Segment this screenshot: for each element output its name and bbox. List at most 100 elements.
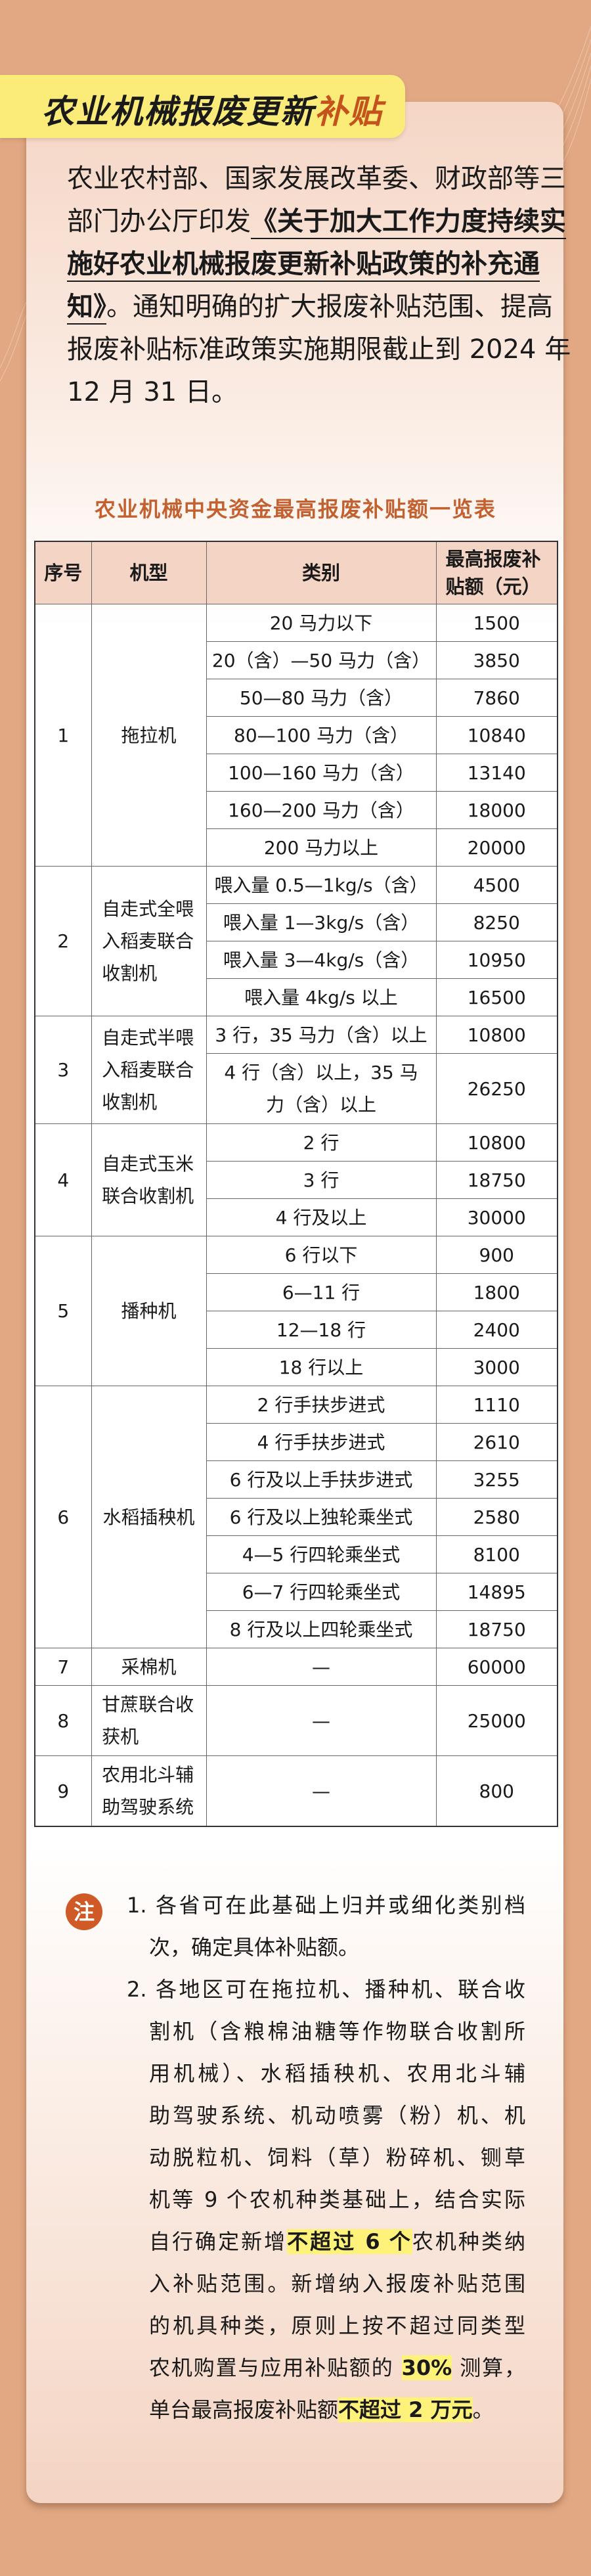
intro-line: 12 月 31 日。 bbox=[67, 371, 525, 414]
row-number: 8 bbox=[34, 1685, 92, 1756]
table-row: 6—7 行四轮乘坐式 14895 bbox=[35, 1573, 558, 1611]
amount-cell: 10800 bbox=[435, 1016, 558, 1054]
header-category: 类别 bbox=[206, 541, 437, 604]
table-row: 3 行 18750 bbox=[35, 1161, 558, 1199]
intro-line: 知》。通知明确的扩大报废补贴范围、提高 bbox=[67, 286, 553, 328]
table-row: 8 行及以上四轮乘坐式 18750 bbox=[35, 1610, 558, 1648]
amount-cell: 3850 bbox=[435, 641, 558, 679]
note-line: 次，确定具体补贴额。 bbox=[149, 1926, 525, 1968]
highlighted-text: 30% bbox=[401, 2355, 452, 2380]
table-header-row: 序号 机型 类别 最高报废补贴额（元） bbox=[34, 541, 558, 604]
text-segment: 2. 各地区可在拖拉机、播种机、联合收 bbox=[127, 1977, 525, 2002]
table-row: 喂入量 4kg/s 以上 16500 bbox=[35, 978, 558, 1016]
header-amount: 最高报废补贴额（元） bbox=[435, 541, 558, 604]
category-cell: 6 行以下 bbox=[206, 1236, 437, 1274]
note-line: 机等 9 个农机种类基础上，结合实际 bbox=[149, 2179, 525, 2221]
machine-name: 拖拉机 bbox=[121, 724, 177, 746]
amount-cell: 20000 bbox=[435, 828, 558, 867]
amount-cell: 14895 bbox=[435, 1573, 558, 1611]
machine-name: 自走式玉米联合收割机 bbox=[102, 1153, 194, 1207]
amount-cell: 10840 bbox=[435, 716, 558, 754]
category-cell: 喂入量 1—3kg/s（含） bbox=[206, 903, 437, 941]
category-cell: 喂入量 3—4kg/s（含） bbox=[206, 941, 437, 979]
category-cell: 20 马力以下 bbox=[206, 604, 437, 642]
row-number: 9 bbox=[34, 1755, 92, 1827]
amount-cell: 1110 bbox=[435, 1386, 558, 1424]
table-row: 100—160 马力（含） 13140 bbox=[35, 754, 558, 792]
category-cell: — bbox=[206, 1685, 437, 1756]
table-row: 喂入量 1—3kg/s（含） 8250 bbox=[35, 903, 558, 941]
note-line: 1. 各省可在此基础上归并或细化类别档 bbox=[127, 1884, 525, 1926]
title-main: 农业机械报废更新 bbox=[41, 93, 315, 131]
amount-cell: 1800 bbox=[435, 1273, 558, 1311]
table-row: 8 甘蔗联合收获机 —25000 bbox=[34, 1685, 558, 1756]
text-segment: 入补贴范围。新增纳入报废补贴范围 bbox=[149, 2271, 525, 2296]
category-cell: 喂入量 4kg/s 以上 bbox=[206, 978, 437, 1016]
note-line: 入补贴范围。新增纳入报废补贴范围 bbox=[149, 2263, 525, 2305]
amount-cell: 30000 bbox=[435, 1198, 558, 1236]
page-title: 农业机械报废更新补贴 bbox=[41, 85, 383, 133]
notes-list: 1. 各省可在此基础上归并或细化类别档 次，确定具体补贴额。 2. 各地区可在拖拉机… bbox=[127, 1884, 525, 2431]
note-badge: 注 bbox=[66, 1893, 102, 1930]
category-cell: 50—80 马力（含） bbox=[206, 679, 437, 717]
text-segment: 机等 9 个农机种类基础上，结合实际 bbox=[149, 2187, 525, 2212]
amount-cell: 10800 bbox=[435, 1123, 558, 1162]
amount-cell: 18750 bbox=[435, 1161, 558, 1199]
text-segment: 动脱粒机、饲料（草）粉碎机、铡草 bbox=[149, 2145, 525, 2170]
intro-line: 部门办公厅印发《关于加大工作力度持续实 bbox=[67, 200, 566, 243]
category-cell: 8 行及以上四轮乘坐式 bbox=[206, 1610, 437, 1648]
machine-cell: 播种机 bbox=[91, 1236, 207, 1386]
amount-cell: 2400 bbox=[435, 1311, 558, 1349]
category-cell: 4 行及以上 bbox=[206, 1198, 437, 1236]
table-row: 喂入量 3—4kg/s（含） 10950 bbox=[35, 941, 558, 979]
table-row: 4 行手扶步进式 2610 bbox=[35, 1423, 558, 1461]
title-banner: 农业机械报废更新补贴 bbox=[0, 75, 405, 138]
note-line: 2. 各地区可在拖拉机、播种机、联合收 bbox=[127, 1968, 525, 2010]
amount-cell: 13140 bbox=[435, 754, 558, 792]
text-segment: 12 月 31 日。 bbox=[67, 377, 238, 407]
amount-cell: 4500 bbox=[435, 866, 558, 904]
amount-cell: 1500 bbox=[435, 604, 558, 642]
intro-line: 报废补贴标准政策实施期限截止到 2024 年 bbox=[67, 328, 571, 371]
row-number: 7 bbox=[34, 1648, 92, 1686]
machine-name: 农用北斗辅助驾驶系统 bbox=[102, 1764, 194, 1818]
header-no: 序号 bbox=[34, 541, 92, 604]
amount-cell: 8100 bbox=[435, 1535, 558, 1573]
category-cell: — bbox=[206, 1755, 437, 1827]
row-number: 3 bbox=[34, 1016, 92, 1124]
amount-cell: 18750 bbox=[435, 1610, 558, 1648]
table-row: 6 行及以上手扶步进式 3255 bbox=[35, 1460, 558, 1499]
category-cell: 4—5 行四轮乘坐式 bbox=[206, 1535, 437, 1573]
machine-name: 自走式半喂入稻麦联合收割机 bbox=[102, 1027, 194, 1113]
category-cell: 3 行，35 马力（含）以上 bbox=[206, 1016, 437, 1054]
row-number: 4 bbox=[34, 1123, 92, 1236]
table-row: 2 自走式全喂入稻麦联合收割机 喂入量 0.5—1kg/s（含） 4500 bbox=[34, 866, 558, 1016]
note-line: 农机购置与应用补贴额的 30% 测算， bbox=[149, 2347, 525, 2389]
header-machine: 机型 bbox=[91, 541, 207, 604]
row-number: 1 bbox=[34, 604, 92, 867]
machine-name: 播种机 bbox=[121, 1300, 177, 1322]
machine-cell: 拖拉机 bbox=[91, 604, 207, 867]
note-line: 单台最高报废补贴额不超过 2 万元。 bbox=[149, 2389, 525, 2431]
row-number: 6 bbox=[34, 1386, 92, 1648]
table-row: 4 行及以上 30000 bbox=[35, 1198, 558, 1236]
category-cell: 2 行手扶步进式 bbox=[206, 1386, 437, 1424]
category-cell: 3 行 bbox=[206, 1161, 437, 1199]
category-cell: 6 行及以上独轮乘坐式 bbox=[206, 1498, 437, 1536]
machine-name: 水稻插秧机 bbox=[102, 1506, 195, 1528]
amount-cell: 18000 bbox=[435, 791, 558, 829]
note-line: 的机具种类，原则上按不超过同类型 bbox=[149, 2305, 525, 2347]
machine-cell: 水稻插秧机 bbox=[91, 1386, 207, 1648]
category-cell: 6—7 行四轮乘坐式 bbox=[206, 1573, 437, 1611]
table-row: 4 行（含）以上，35 马力（含）以上 26250 bbox=[35, 1053, 558, 1124]
note-line: 动脱粒机、饲料（草）粉碎机、铡草 bbox=[149, 2136, 525, 2179]
table-row: 6 行及以上独轮乘坐式 2580 bbox=[35, 1498, 558, 1536]
machine-cell: 甘蔗联合收获机 bbox=[91, 1685, 207, 1756]
amount-cell: 60000 bbox=[435, 1648, 558, 1686]
table-row: 1 拖拉机 20 马力以下 1500 bbox=[34, 604, 558, 867]
title-accent: 补贴 bbox=[315, 93, 383, 131]
machine-name: 采棉机 bbox=[121, 1656, 177, 1678]
text-segment: 助驾驶系统、机动喷雾（粉）机、机 bbox=[149, 2103, 525, 2128]
amount-cell: 2580 bbox=[435, 1498, 558, 1536]
amount-cell: 10950 bbox=[435, 941, 558, 979]
